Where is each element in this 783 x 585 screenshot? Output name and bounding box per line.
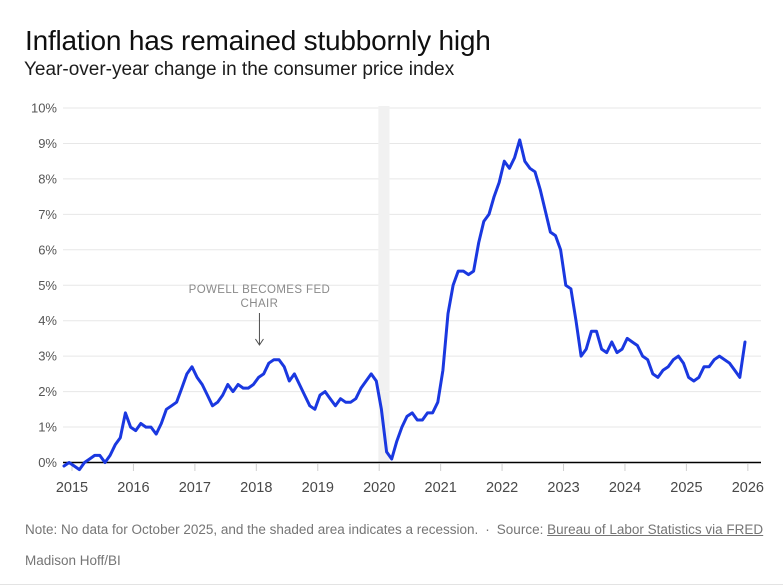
x-axis-label: 2016 bbox=[117, 480, 149, 496]
y-axis-label: 9% bbox=[38, 136, 57, 151]
x-axis-label: 2020 bbox=[363, 480, 395, 496]
x-axis-label: 2015 bbox=[56, 480, 88, 496]
y-axis-label: 4% bbox=[38, 313, 57, 328]
y-axis-label: 8% bbox=[38, 171, 57, 186]
source-label: Source: bbox=[496, 522, 544, 537]
chart-subtitle: Year-over-year change in the consumer pr… bbox=[24, 59, 455, 80]
annotation-text: CHAIR bbox=[241, 298, 279, 310]
y-axis-label: 5% bbox=[38, 278, 57, 293]
y-axis-label: 3% bbox=[38, 349, 57, 364]
x-axis-label: 2024 bbox=[609, 480, 641, 496]
recession-band bbox=[378, 106, 390, 463]
y-axis-label: 0% bbox=[38, 455, 57, 470]
annotation-arrowhead bbox=[255, 338, 264, 346]
x-axis-label: 2025 bbox=[670, 480, 702, 496]
source-link[interactable]: Bureau of Labor Statistics via FRED bbox=[547, 522, 764, 537]
y-axis-label: 7% bbox=[38, 207, 57, 222]
chart-note: Note: No data for October 2025, and the … bbox=[25, 521, 770, 538]
cpi-series-line bbox=[62, 138, 747, 472]
x-axis-label: 2026 bbox=[732, 480, 764, 496]
x-axis-label: 2018 bbox=[240, 480, 272, 496]
annotation-text: POWELL BECOMES FED bbox=[189, 284, 331, 296]
y-axis-label: 2% bbox=[38, 384, 57, 399]
x-axis-label: 2022 bbox=[486, 480, 518, 496]
x-axis-label: 2019 bbox=[302, 480, 334, 496]
y-axis-label: 10% bbox=[31, 101, 57, 116]
byline: Madison Hoff/BI bbox=[25, 553, 121, 568]
x-axis-label: 2021 bbox=[425, 480, 457, 496]
x-axis-label: 2023 bbox=[547, 480, 579, 496]
y-axis-label: 6% bbox=[38, 242, 57, 257]
note-text: Note: No data for October 2025, and the … bbox=[25, 522, 479, 537]
note-separator: · bbox=[485, 522, 490, 537]
x-axis-label: 2017 bbox=[179, 480, 211, 496]
y-axis-label: 1% bbox=[38, 420, 57, 435]
chart-title: Inflation has remained stubbornly high bbox=[25, 24, 491, 56]
